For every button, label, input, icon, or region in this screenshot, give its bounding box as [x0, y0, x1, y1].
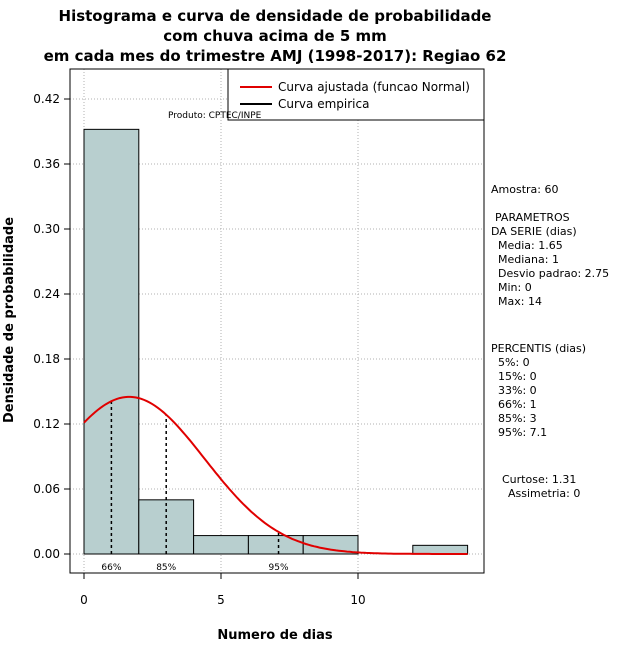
stat-p95: 95%: 7.1 [498, 426, 547, 439]
legend-box [227, 68, 485, 121]
stats-panel: Amostra: 60 PARAMETROS DA SERIE (dias) M… [491, 183, 609, 500]
x-axis: 0 5 10 [80, 573, 366, 607]
stat-mediana: Mediana: 1 [498, 253, 559, 266]
stat-desvio: Desvio padrao: 2.75 [498, 267, 609, 280]
stat-perc-title: PERCENTIS (dias) [491, 342, 586, 355]
stat-param-title-2: DA SERIE (dias) [491, 225, 577, 238]
histogram-bar [247, 535, 304, 555]
stat-assimetria: Assimetria: 0 [508, 487, 580, 500]
stat-param-title-1: PARAMETROS [495, 211, 570, 224]
histogram-bar [83, 128, 140, 555]
histogram-bar [302, 535, 359, 555]
percentile-lines [110, 401, 280, 554]
percentile-label: 66% [101, 563, 121, 573]
legend-label-empirical: Curva empirica [278, 97, 369, 111]
y-tick-label: 0.12 [33, 417, 60, 431]
stat-amostra: Amostra: 60 [491, 183, 558, 196]
stat-max: Max: 14 [498, 295, 542, 308]
y-axis: 0.00 0.06 0.12 0.18 0.24 0.30 0.36 0.42 [33, 92, 70, 561]
stat-p66: 66%: 1 [498, 398, 537, 411]
stat-p33: 33%: 0 [498, 384, 537, 397]
y-tick-label: 0.36 [33, 157, 60, 171]
percentile-labels: 66% 85% 95% [101, 563, 289, 573]
percentile-label: 95% [269, 563, 289, 573]
y-tick-label: 0.06 [33, 482, 60, 496]
chart-title-line-1: Histograma e curva de densidade de proba… [59, 7, 492, 25]
histogram-bar [138, 499, 195, 555]
y-tick-label: 0.18 [33, 352, 60, 366]
y-tick-label: 0.00 [33, 547, 60, 561]
legend: Curva ajustada (funcao Normal) Curva emp… [227, 68, 485, 121]
stat-curtose: Curtose: 1.31 [502, 473, 576, 486]
stat-min: Min: 0 [498, 281, 532, 294]
stat-p15: 15%: 0 [498, 370, 537, 383]
x-tick-label: 0 [80, 593, 88, 607]
stat-p5: 5%: 0 [498, 356, 530, 369]
percentile-label: 85% [156, 563, 176, 573]
y-tick-label: 0.42 [33, 92, 60, 106]
chart-title-line-3: em cada mes do trimestre AMJ (1998-2017)… [44, 47, 507, 65]
credit-text: Produto: CPTEC/INPE [168, 111, 262, 121]
x-tick-label: 5 [217, 593, 225, 607]
x-tick-label: 10 [350, 593, 365, 607]
histogram-bar [193, 535, 249, 555]
histogram-bar [412, 544, 469, 555]
stat-p85: 85%: 3 [498, 412, 537, 425]
y-tick-label: 0.24 [33, 287, 60, 301]
y-axis-title: Densidade de probabilidade [2, 217, 17, 423]
y-tick-label: 0.30 [33, 222, 60, 236]
histogram-bars [83, 128, 469, 555]
stat-media: Media: 1.65 [498, 239, 563, 252]
chart-title-line-2: com chuva acima de 5 mm [163, 27, 387, 45]
x-axis-title: Numero de dias [217, 628, 333, 643]
normal-curve [83, 395, 468, 555]
legend-label-fitted: Curva ajustada (funcao Normal) [278, 80, 470, 94]
